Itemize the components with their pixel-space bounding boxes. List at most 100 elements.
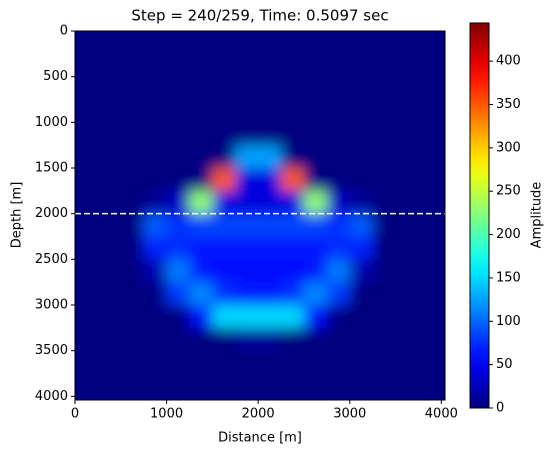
- heat-cell: [143, 236, 168, 260]
- heat-cell: [189, 236, 213, 260]
- heat-cell: [281, 327, 305, 352]
- heat-cell: [258, 373, 282, 397]
- heat-cell: [75, 327, 99, 352]
- heat-cell: [143, 213, 168, 238]
- chart-title: Step = 240/259, Time: 0.5097 sec: [131, 7, 388, 25]
- heat-cell: [189, 53, 213, 78]
- plot-frame: [74, 30, 446, 401]
- heat-cell: [143, 190, 168, 215]
- heat-cell: [212, 122, 236, 146]
- heat-cell: [212, 76, 236, 101]
- heat-cell: [303, 259, 328, 283]
- heat-cell: [120, 168, 145, 192]
- heat-cell: [326, 373, 351, 397]
- heat-cell: [97, 168, 122, 192]
- heat-cell: [235, 282, 259, 306]
- heat-cell: [189, 31, 213, 55]
- colorbar-tick-label: 250: [496, 184, 521, 199]
- heat-cell: [166, 236, 190, 260]
- heat-cell: [189, 259, 213, 283]
- heat-cell: [258, 350, 282, 375]
- heat-cell: [97, 190, 122, 215]
- heat-cell: [212, 305, 236, 329]
- heat-cell: [372, 122, 397, 146]
- heatmap-clip: [75, 31, 442, 397]
- heat-cell: [143, 350, 168, 375]
- heat-cell: [303, 168, 328, 192]
- heat-cell: [235, 76, 259, 101]
- heat-cell: [326, 122, 351, 146]
- heat-cell: [235, 327, 259, 352]
- heat-cell: [143, 168, 168, 192]
- heat-cell: [395, 213, 419, 238]
- colorbar-tick-label: 200: [496, 227, 521, 242]
- heat-cell: [166, 305, 190, 329]
- heat-cell: [395, 122, 419, 146]
- heat-cell: [418, 145, 442, 169]
- heat-cell: [418, 99, 442, 123]
- heat-cell: [143, 305, 168, 329]
- heat-cell: [235, 168, 259, 192]
- heat-cell: [166, 259, 190, 283]
- heat-cell: [97, 236, 122, 260]
- heat-cell: [97, 259, 122, 283]
- heat-cell: [303, 373, 328, 397]
- heat-cell: [303, 53, 328, 78]
- heat-cell: [258, 122, 282, 146]
- heat-cell: [372, 190, 397, 215]
- heat-cell: [349, 168, 374, 192]
- heat-cell: [166, 122, 190, 146]
- y-tick-label: 500: [43, 69, 68, 84]
- heat-cell: [189, 99, 213, 123]
- heat-cell: [166, 327, 190, 352]
- heat-cell: [326, 305, 351, 329]
- heat-cell: [212, 350, 236, 375]
- heat-cell: [120, 350, 145, 375]
- colorbar-tick-label: 300: [496, 140, 521, 155]
- heat-cell: [212, 213, 236, 238]
- heat-cell: [258, 145, 282, 169]
- heat-cell: [418, 236, 442, 260]
- heat-cell: [258, 259, 282, 283]
- heat-cell: [75, 76, 99, 101]
- heat-cell: [326, 145, 351, 169]
- heat-cell: [418, 168, 442, 192]
- heat-cell: [395, 259, 419, 283]
- heat-cell: [303, 31, 328, 55]
- y-tick-label: 3500: [35, 343, 68, 358]
- heat-cell: [281, 259, 305, 283]
- heat-cell: [281, 168, 305, 192]
- heat-cell: [349, 213, 374, 238]
- colorbar-tick-label: 50: [496, 357, 513, 372]
- heat-cell: [281, 236, 305, 260]
- heat-cell: [189, 305, 213, 329]
- heat-cell: [418, 122, 442, 146]
- heat-cell: [349, 99, 374, 123]
- heat-cell: [75, 53, 99, 78]
- heat-cell: [235, 236, 259, 260]
- heat-cell: [303, 213, 328, 238]
- heat-cell: [143, 259, 168, 283]
- heat-cell: [395, 305, 419, 329]
- heat-cell: [258, 76, 282, 101]
- heat-cell: [372, 327, 397, 352]
- heat-cell: [372, 305, 397, 329]
- heat-cell: [258, 305, 282, 329]
- heat-cell: [281, 305, 305, 329]
- colorbar: [469, 22, 490, 409]
- heat-cell: [395, 99, 419, 123]
- heat-cell: [235, 259, 259, 283]
- heat-cell: [395, 327, 419, 352]
- colorbar-tick-label: 100: [496, 314, 521, 329]
- heat-cell: [120, 76, 145, 101]
- heat-cell: [349, 305, 374, 329]
- heat-cell: [212, 31, 236, 55]
- heat-cell: [326, 99, 351, 123]
- heat-cell: [75, 168, 99, 192]
- heat-cell: [189, 190, 213, 215]
- heat-cell: [395, 373, 419, 397]
- heat-cell: [281, 122, 305, 146]
- heat-cell: [418, 282, 442, 306]
- x-tick-label: 2000: [242, 407, 275, 422]
